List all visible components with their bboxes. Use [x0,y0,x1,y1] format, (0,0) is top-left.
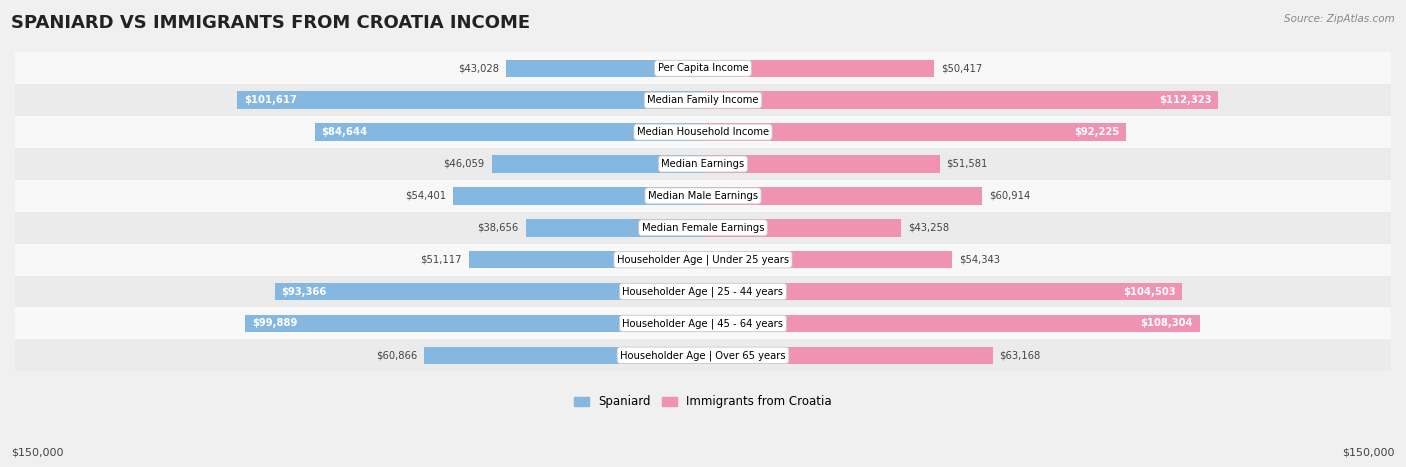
Bar [315,123,703,141]
Bar [506,59,703,77]
Text: Median Household Income: Median Household Income [637,127,769,137]
Text: Median Male Earnings: Median Male Earnings [648,191,758,201]
Text: $38,656: $38,656 [478,223,519,233]
Bar [15,340,1391,371]
Text: $150,000: $150,000 [11,448,63,458]
Bar [15,307,1391,340]
Bar [15,180,1391,212]
Bar [238,92,703,109]
Bar [423,347,703,364]
Text: $93,366: $93,366 [281,287,328,297]
Bar [703,251,952,269]
Bar [274,283,703,300]
Bar [15,148,1391,180]
Bar [703,315,1199,332]
Text: Householder Age | 45 - 64 years: Householder Age | 45 - 64 years [623,318,783,329]
Text: $63,168: $63,168 [1000,350,1040,361]
Text: $108,304: $108,304 [1140,318,1192,328]
Bar [468,251,703,269]
Text: $60,866: $60,866 [375,350,418,361]
Text: Median Family Income: Median Family Income [647,95,759,105]
Text: $99,889: $99,889 [252,318,297,328]
Bar [703,283,1182,300]
Bar [15,276,1391,307]
Text: SPANIARD VS IMMIGRANTS FROM CROATIA INCOME: SPANIARD VS IMMIGRANTS FROM CROATIA INCO… [11,14,530,32]
Bar [526,219,703,236]
Text: $54,343: $54,343 [959,255,1000,265]
Text: Householder Age | Over 65 years: Householder Age | Over 65 years [620,350,786,361]
Text: Source: ZipAtlas.com: Source: ZipAtlas.com [1284,14,1395,24]
Text: $51,581: $51,581 [946,159,988,169]
Text: $150,000: $150,000 [1343,448,1395,458]
Bar [492,155,703,173]
Bar [15,244,1391,276]
Bar [703,59,934,77]
Text: $84,644: $84,644 [322,127,368,137]
Text: $54,401: $54,401 [405,191,447,201]
Bar [15,84,1391,116]
Bar [454,187,703,205]
Legend: Spaniard, Immigrants from Croatia: Spaniard, Immigrants from Croatia [569,391,837,413]
Bar [703,92,1218,109]
Bar [703,219,901,236]
Text: $101,617: $101,617 [243,95,297,105]
Bar [15,52,1391,84]
Text: Median Earnings: Median Earnings [661,159,745,169]
Text: Median Female Earnings: Median Female Earnings [641,223,765,233]
Text: Householder Age | 25 - 44 years: Householder Age | 25 - 44 years [623,286,783,297]
Text: $51,117: $51,117 [420,255,461,265]
Bar [703,123,1126,141]
Text: $60,914: $60,914 [990,191,1031,201]
Bar [15,212,1391,244]
Bar [703,187,983,205]
Bar [15,116,1391,148]
Text: $46,059: $46,059 [444,159,485,169]
Text: Per Capita Income: Per Capita Income [658,64,748,73]
Text: $104,503: $104,503 [1123,287,1175,297]
Text: $92,225: $92,225 [1074,127,1119,137]
Bar [703,155,939,173]
Text: Householder Age | Under 25 years: Householder Age | Under 25 years [617,255,789,265]
Text: $43,028: $43,028 [458,64,499,73]
Bar [703,347,993,364]
Text: $43,258: $43,258 [908,223,949,233]
Bar [245,315,703,332]
Text: $50,417: $50,417 [941,64,983,73]
Text: $112,323: $112,323 [1159,95,1212,105]
